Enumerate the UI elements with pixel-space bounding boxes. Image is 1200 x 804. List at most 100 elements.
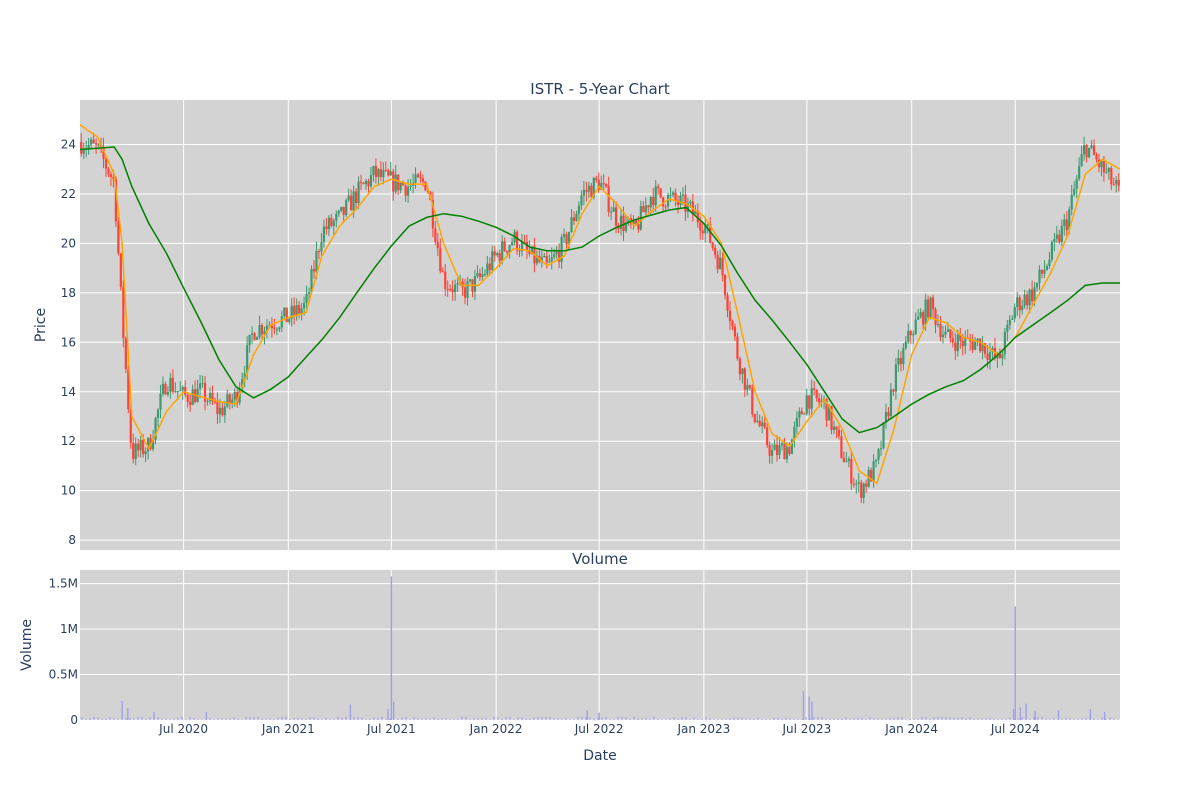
volume-bar (125, 717, 127, 720)
candle-body (580, 195, 583, 206)
candle-body (803, 413, 806, 415)
price-chart-title: ISTR - 5-Year Chart (530, 80, 670, 98)
volume-bar (401, 717, 403, 720)
volume-bar (657, 718, 659, 720)
volume-bar (133, 718, 135, 720)
volume-bar (449, 718, 451, 720)
volume-bar (277, 717, 279, 720)
volume-bar (1113, 718, 1115, 720)
candle-body (377, 169, 380, 177)
candle-body (476, 273, 479, 277)
volume-bar (385, 718, 387, 720)
price-y-tick-label: 8 (68, 533, 76, 547)
candle-body (592, 177, 595, 198)
candle-body (1021, 305, 1024, 311)
volume-bar (605, 717, 607, 720)
candle-body (132, 442, 135, 459)
volume-bar (465, 716, 467, 720)
candle-body (714, 247, 717, 255)
volume-bar (697, 718, 699, 720)
volume-bar (1053, 718, 1055, 720)
candle-body (570, 217, 573, 232)
candle-body (590, 185, 593, 198)
candle-body (213, 401, 217, 403)
candle-body (1013, 307, 1016, 319)
candle-body (414, 174, 417, 183)
candle-body (845, 461, 848, 463)
candle-body (600, 183, 603, 190)
candle-body (756, 420, 759, 422)
volume-bar (1101, 717, 1103, 720)
candle-body (1028, 289, 1031, 306)
volume-bar (1077, 718, 1079, 720)
candle-body (976, 338, 979, 342)
candle-body (1001, 354, 1004, 359)
volume-bar (109, 717, 111, 720)
candle-body (1063, 219, 1066, 226)
volume-bar (825, 718, 827, 720)
candle-body (124, 338, 127, 370)
volume-bar (1105, 719, 1107, 720)
candle-body (679, 195, 682, 205)
candle-body (540, 257, 543, 262)
candle-body (1100, 160, 1103, 168)
candle-body (743, 368, 746, 390)
volume-bar (813, 716, 815, 720)
volume-bar (441, 718, 443, 720)
volume-bar (802, 690, 805, 720)
candle-body (493, 251, 496, 256)
candle-body (1082, 145, 1086, 155)
candle-body (92, 139, 95, 144)
candle-body (738, 358, 742, 375)
candle-body (463, 287, 467, 298)
candle-body (818, 398, 821, 403)
candle-body (1006, 324, 1009, 332)
volume-bar (1049, 718, 1051, 720)
volume-bar (121, 700, 123, 720)
volume-bar (637, 718, 639, 720)
candle-body (785, 447, 789, 460)
candle-body (473, 276, 477, 292)
volume-bar (845, 717, 847, 720)
volume-bar (145, 718, 147, 720)
volume-bar (609, 718, 611, 720)
candle-body (510, 242, 514, 246)
volume-bar (811, 701, 813, 720)
volume-bar (749, 718, 751, 720)
volume-bar (789, 718, 791, 720)
volume-bar (309, 717, 311, 720)
volume-y-tick-labels: 0 0.5M 1M 1.5M (49, 577, 78, 727)
volume-bar (669, 718, 671, 720)
volume-bar (389, 718, 391, 720)
volume-bar (197, 719, 199, 720)
volume-bar (565, 718, 567, 720)
volume-bar (881, 718, 883, 720)
volume-bar (489, 719, 491, 720)
candle-body (421, 178, 425, 182)
candle-body (587, 185, 590, 192)
candle-body (441, 271, 444, 273)
volume-bar (281, 716, 283, 720)
volume-bar (797, 718, 799, 720)
volume-bar (957, 717, 959, 720)
candle-body (783, 443, 786, 460)
candle-body (384, 169, 387, 171)
candle-body (761, 422, 764, 427)
volume-bar (677, 718, 679, 720)
candle-body (451, 289, 454, 293)
candle-body (1065, 219, 1068, 231)
candle-body (258, 325, 261, 338)
candle-body (211, 392, 214, 402)
volume-bar (808, 696, 810, 720)
volume-bar (137, 716, 139, 720)
candle-body (426, 190, 430, 193)
candle-body (1102, 160, 1106, 173)
volume-bar (97, 717, 99, 720)
candle-body (283, 307, 286, 317)
volume-bar (233, 717, 235, 720)
volume-bar (165, 718, 167, 720)
candle-body (354, 191, 358, 204)
candle-body (674, 192, 677, 201)
candle-body (1068, 209, 1071, 231)
volume-x-tick-label: Jul 2024 (990, 722, 1040, 736)
